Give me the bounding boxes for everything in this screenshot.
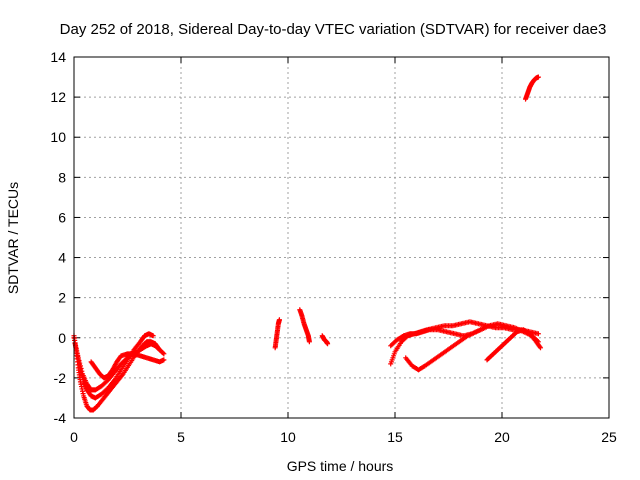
axis-ticks xyxy=(73,56,610,419)
series-arc-8 xyxy=(388,319,541,367)
chart-title: Day 252 of 2018, Sidereal Day-to-day VTE… xyxy=(60,21,607,38)
data-point xyxy=(325,341,331,347)
y-tick-label: 12 xyxy=(50,89,66,105)
y-tick-label: -4 xyxy=(54,410,67,426)
data-point-interp xyxy=(156,346,162,352)
data-point xyxy=(535,74,541,80)
data-point xyxy=(75,355,81,361)
x-tick-label: 10 xyxy=(280,429,296,445)
data-point xyxy=(535,331,541,337)
series-arc-7 xyxy=(319,333,331,347)
data-point xyxy=(161,351,167,357)
data-point xyxy=(482,325,488,331)
series-arc-3 xyxy=(72,341,163,393)
y-tick-label: 6 xyxy=(58,209,66,225)
series-arc-11 xyxy=(484,327,544,363)
series-arc-6 xyxy=(297,307,312,345)
series-arc-5 xyxy=(272,317,282,351)
data-point-interp xyxy=(76,358,82,364)
data-point xyxy=(276,317,282,323)
y-tick-label: 0 xyxy=(58,330,66,346)
grid-lines xyxy=(74,57,609,418)
data-point xyxy=(538,345,544,351)
y-tick-label: 2 xyxy=(58,290,66,306)
x-tick-label: 5 xyxy=(177,429,185,445)
data-point-interp xyxy=(160,350,166,356)
series-arc-4 xyxy=(88,351,167,381)
series-arc-12 xyxy=(523,74,541,102)
data-point-interp xyxy=(537,344,543,350)
x-axis-label: GPS time / hours xyxy=(287,458,394,474)
x-tick-label: 20 xyxy=(494,429,510,445)
data-points xyxy=(71,74,544,413)
data-point xyxy=(161,357,167,363)
y-tick-label: 14 xyxy=(50,49,66,65)
x-tick-label: 15 xyxy=(387,429,403,445)
data-point-interp xyxy=(77,363,83,369)
series-arc-10 xyxy=(403,325,488,373)
data-point-interp xyxy=(78,366,84,372)
data-point xyxy=(157,347,163,353)
y-tick-label: 8 xyxy=(58,169,66,185)
y-tick-label: -2 xyxy=(54,370,67,386)
data-point xyxy=(150,333,156,339)
y-tick-label: 10 xyxy=(50,129,66,145)
y-tick-label: 4 xyxy=(58,250,66,266)
data-point-interp xyxy=(79,368,85,374)
x-tick-labels: 0 5 10 15 20 25 xyxy=(70,429,617,445)
y-axis-label: SDTVAR / TECUs xyxy=(5,182,21,294)
data-point xyxy=(306,339,312,345)
x-tick-label: 25 xyxy=(601,429,617,445)
x-tick-label: 0 xyxy=(70,429,78,445)
plot-frame xyxy=(73,56,610,419)
data-point-interp xyxy=(77,360,83,366)
y-tick-labels: -4 -2 0 2 4 6 8 10 12 14 xyxy=(50,49,66,426)
